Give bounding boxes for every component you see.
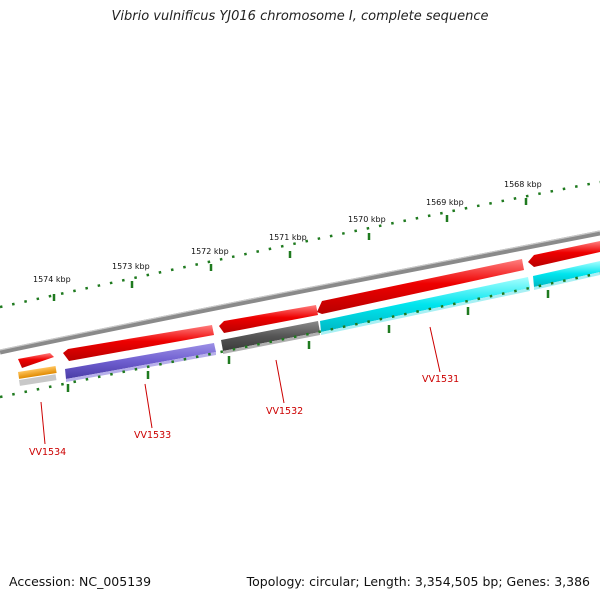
gene-block	[18, 374, 57, 386]
kbp-label: 1570 kbp	[348, 215, 386, 224]
gene-arrow	[63, 325, 214, 361]
gene-label-leaders	[40, 326, 441, 445]
gene-label-vv1534: VV1534	[29, 447, 66, 458]
gene-block	[533, 261, 600, 287]
gene-block	[65, 343, 216, 379]
gene-arrow	[18, 353, 54, 368]
gene-label-vv1532: VV1532	[266, 406, 303, 417]
map-title: Vibrio vulnificus YJ016 chromosome I, co…	[111, 9, 489, 24]
gene-label-vv1531: VV1531	[422, 374, 459, 385]
gene-block	[221, 321, 320, 351]
sequence-summary: Topology: circular; Length: 3,354,505 bp…	[246, 574, 590, 589]
outer-tick-ring	[0, 180, 600, 309]
kbp-label: 1572 kbp	[191, 247, 229, 256]
kbp-label: 1568 kbp	[504, 180, 542, 189]
kbp-label: 1571 kbp	[269, 233, 307, 242]
gene-labels: VV1531 VV1532 VV1533 VV1534	[29, 374, 459, 458]
gene-arrow	[528, 241, 600, 267]
kbp-label: 1569 kbp	[426, 198, 464, 207]
gene-arrow	[219, 305, 318, 333]
feature-track-2	[18, 261, 600, 386]
feature-track-1	[18, 241, 600, 368]
inner-tick-ring	[0, 271, 600, 399]
gene-block	[320, 277, 530, 332]
gene-arrow	[317, 259, 524, 314]
gene-block	[534, 272, 600, 290]
kbp-label: 1573 kbp	[112, 262, 150, 271]
kbp-label: 1574 kbp	[33, 275, 71, 284]
gene-block	[66, 352, 216, 382]
gene-block	[18, 366, 57, 379]
kbp-labels: 1568 kbp 1569 kbp 1570 kbp 1571 kbp 1572…	[33, 180, 542, 284]
accession-text: Accession: NC_005139	[9, 574, 152, 589]
gene-label-vv1533: VV1533	[134, 430, 171, 441]
sequence-backbone	[0, 230, 600, 355]
